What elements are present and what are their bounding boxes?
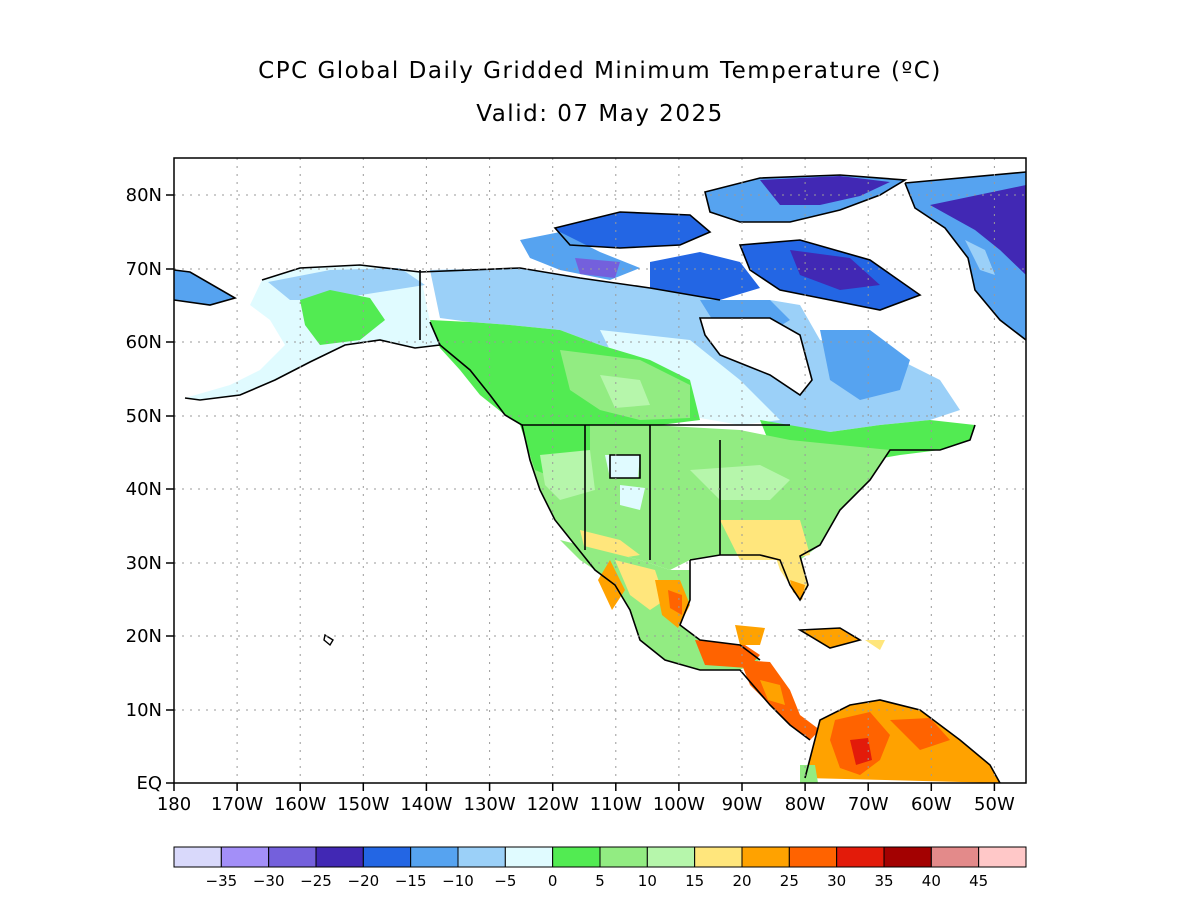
colorbar-swatch: [694, 846, 743, 868]
colorbar-label: −10: [442, 872, 474, 890]
colorbar-label: 10: [638, 872, 657, 890]
lat-label: 60N: [126, 332, 162, 353]
graticule: [174, 158, 1026, 783]
colorbar-swatch: [315, 846, 364, 868]
colorbar-swatch: [504, 846, 554, 868]
colorbar-label: −30: [253, 872, 285, 890]
map-frame: [173, 157, 1027, 784]
colorbar-label: 25: [780, 872, 799, 890]
map-title: CPC Global Daily Gridded Minimum Tempera…: [258, 58, 942, 84]
hawaii: [323, 633, 334, 647]
colorbar-label: −5: [494, 872, 516, 890]
colorbar-label: 20: [732, 872, 751, 890]
colorbar-swatch: [552, 846, 601, 868]
lon-label: 70W: [848, 794, 889, 815]
colorbar-label: −35: [206, 872, 238, 890]
colorbar-swatch: [978, 846, 1027, 868]
lon-label: 90W: [722, 794, 763, 815]
colorbar-swatch: [220, 846, 270, 868]
lon-label: 140W: [400, 794, 452, 815]
map-subtitle: Valid: 07 May 2025: [476, 101, 724, 127]
colorbar-label: 30: [827, 872, 846, 890]
colorbar-label: 0: [548, 872, 558, 890]
colorbar-swatch: [741, 846, 790, 868]
colorbar-swatch: [646, 846, 696, 868]
lon-label: 130W: [464, 794, 516, 815]
colorbar-swatch: [362, 846, 412, 868]
lat-label: 70N: [126, 259, 162, 280]
colorbar-swatch: [599, 846, 648, 868]
colorbar-swatch: [930, 846, 980, 868]
lon-label: 120W: [527, 794, 579, 815]
lon-label: 100W: [653, 794, 705, 815]
lat-label: 50N: [126, 406, 162, 427]
greenland-coldest: [930, 185, 1026, 275]
colorbar-swatch: [457, 846, 506, 868]
lat-label: 80N: [126, 185, 162, 206]
lon-label: 110W: [590, 794, 642, 815]
lon-label: 150W: [337, 794, 389, 815]
colorbar-swatch: [173, 846, 222, 868]
lat-label: EQ: [136, 773, 162, 794]
lat-label: 20N: [126, 626, 162, 647]
lon-label: 80W: [785, 794, 826, 815]
lon-label: 50W: [974, 794, 1015, 815]
colorbar: −35 −30 −25 −20 −15 −10 −5 0 5 10 15 20 25 30 35 40 45: [173, 846, 1027, 890]
colorbar-swatch: [268, 846, 317, 868]
colorbar-label: −15: [395, 872, 427, 890]
colorbar-swatch: [788, 846, 838, 868]
axis-ticks: [166, 194, 996, 791]
lat-label: 30N: [126, 553, 162, 574]
map-fill-layer: [174, 172, 1026, 783]
colorbar-label: 5: [595, 872, 605, 890]
colorbar-swatch: [836, 846, 885, 868]
hudson-bay: [700, 318, 812, 395]
colorbar-swatch: [410, 846, 459, 868]
lat-labels: 80N 70N 60N 50N 40N 30N 20N 10N EQ: [126, 185, 162, 794]
colorbar-label: 15: [685, 872, 704, 890]
colorbar-swatch: [883, 846, 932, 868]
colorbar-label: −25: [300, 872, 332, 890]
colorbar-label: 40: [922, 872, 941, 890]
colorbar-label: 35: [874, 872, 893, 890]
lat-label: 40N: [126, 479, 162, 500]
lon-label: 60W: [911, 794, 952, 815]
coastlines: [174, 171, 1026, 783]
lon-label: 170W: [211, 794, 263, 815]
lon-labels: 180 170W 160W 150W 140W 130W 120W 110W 1…: [157, 794, 1015, 815]
colorbar-label: 45: [969, 872, 988, 890]
lon-label: 160W: [274, 794, 326, 815]
colorbar-label: −20: [348, 872, 380, 890]
lat-label: 10N: [126, 700, 162, 721]
lon-label: 180: [157, 794, 191, 815]
